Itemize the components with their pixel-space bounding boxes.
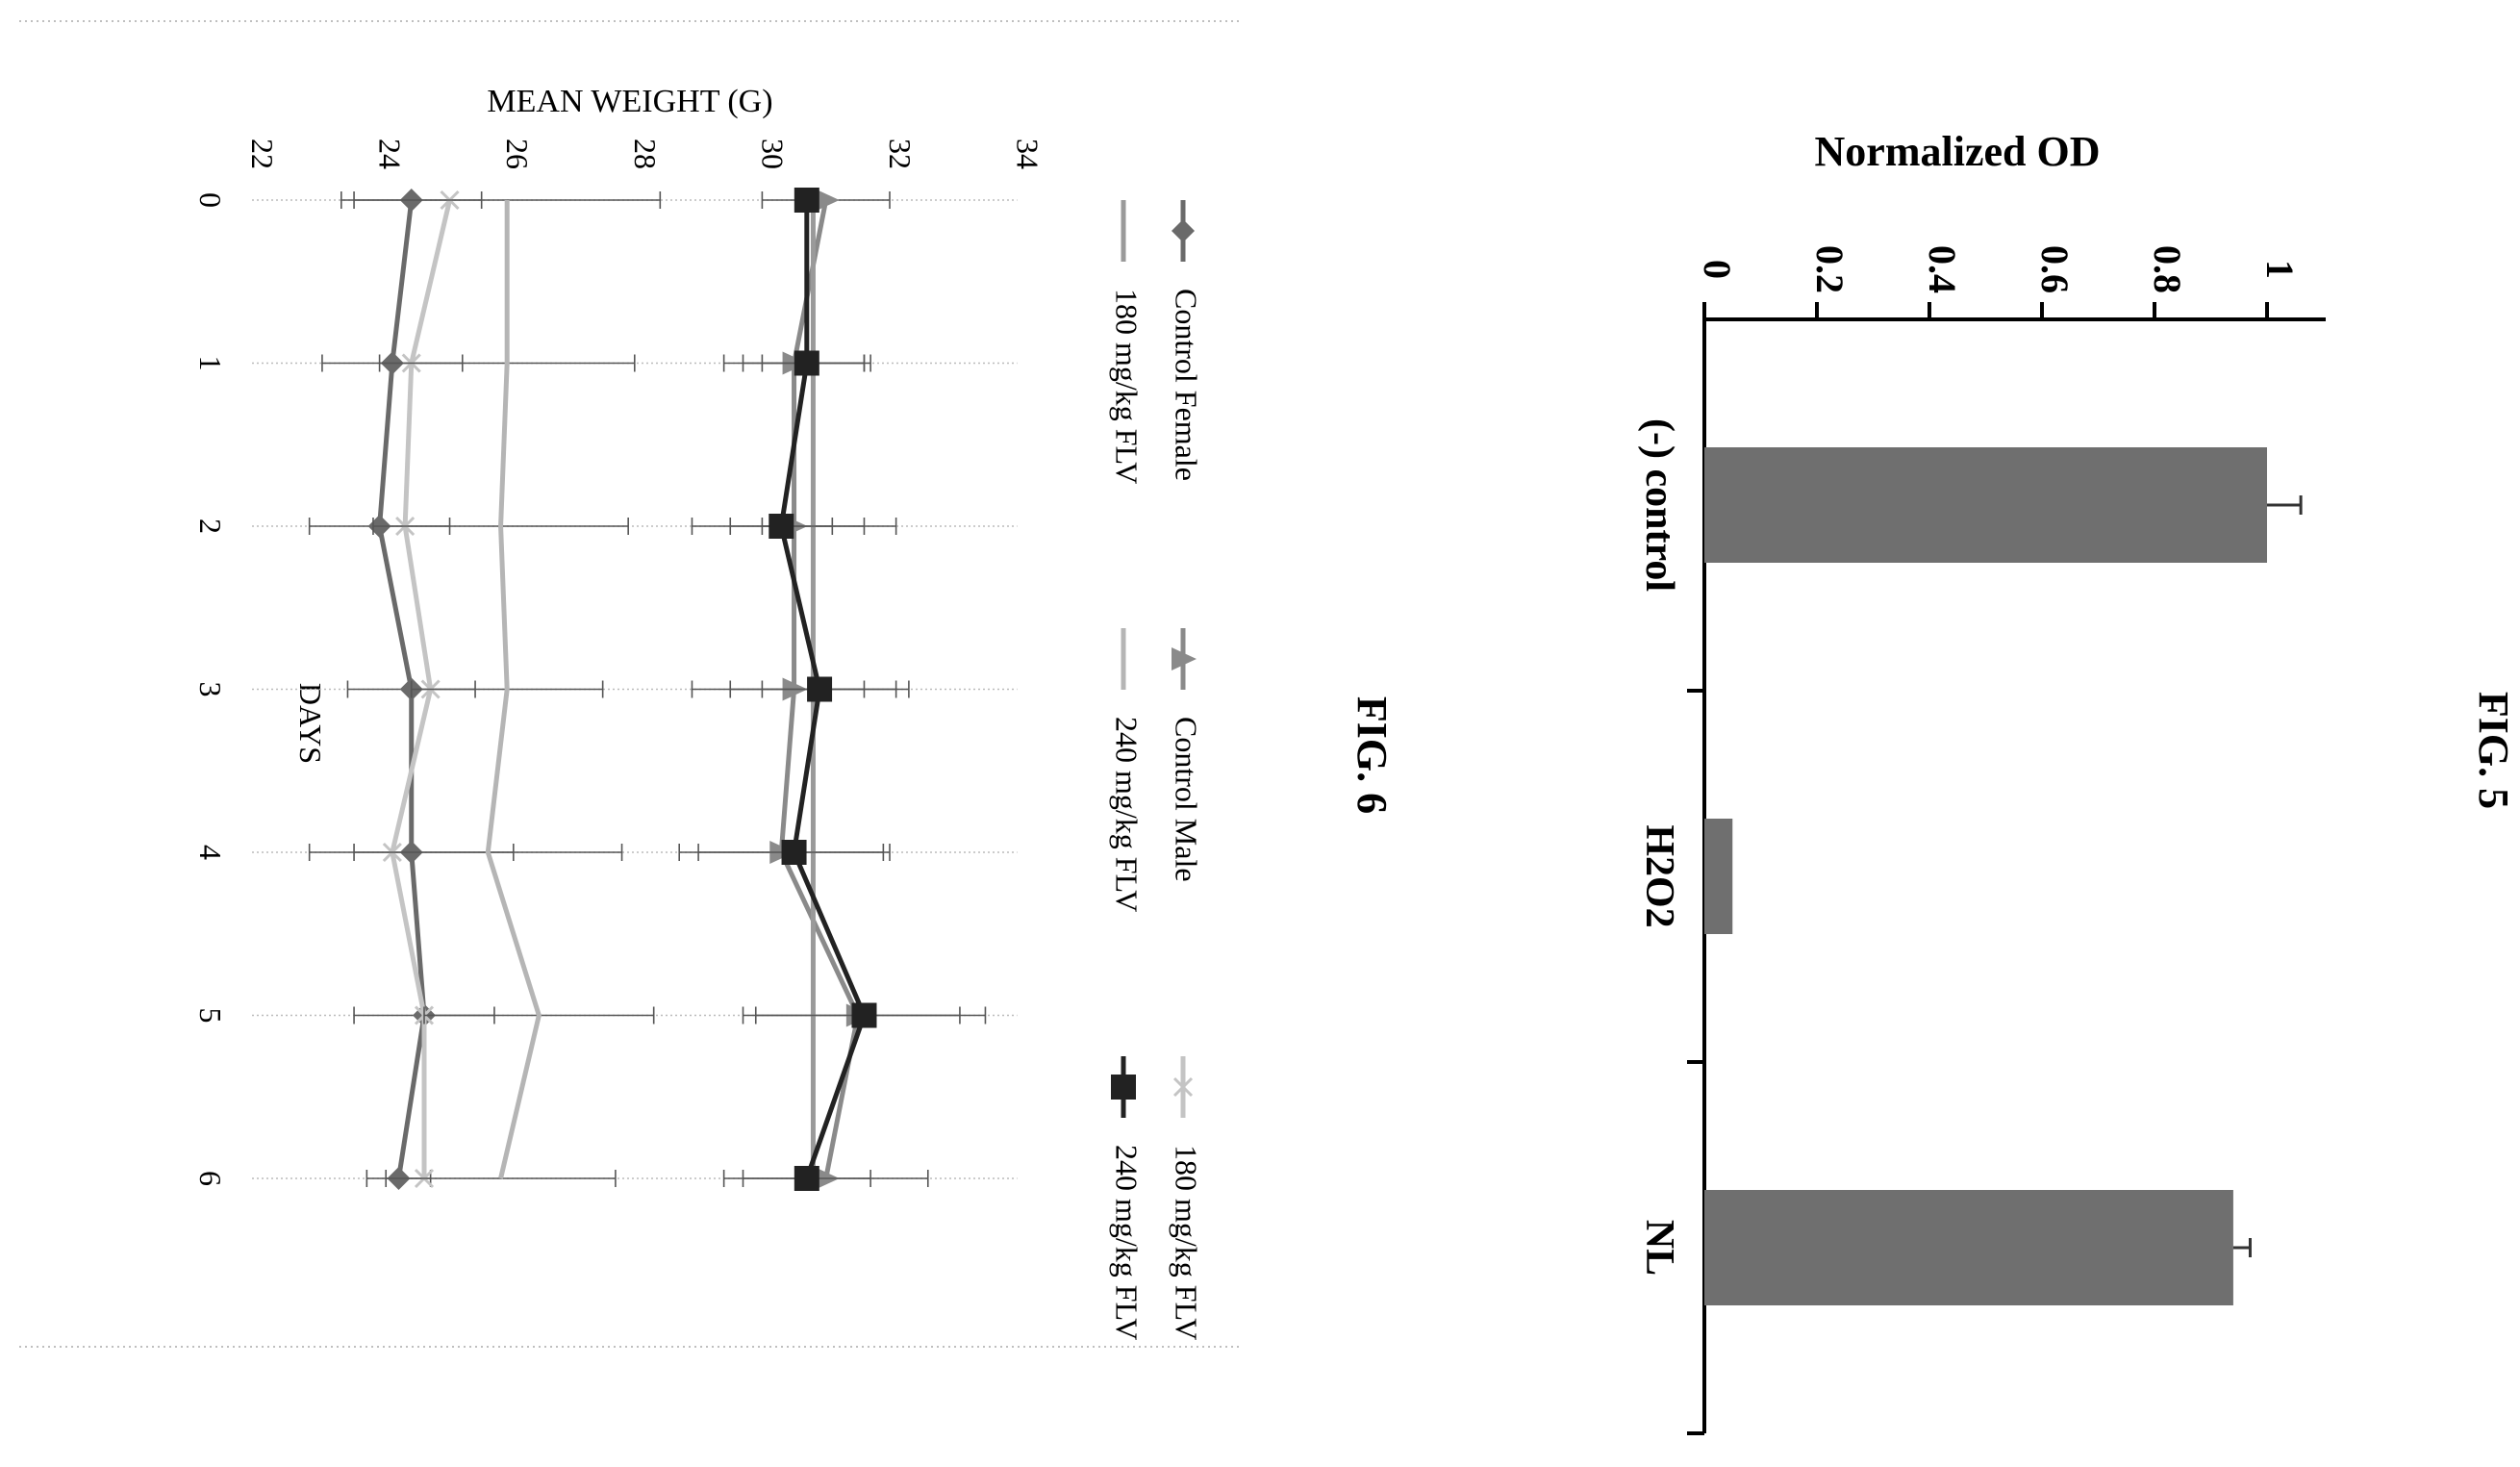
fig6-weight-tick-label: 32 <box>883 139 918 169</box>
fig6-x-axis-title: DAYS <box>293 683 328 764</box>
fig5-value-tick-label: 0.6 <box>2033 245 2077 293</box>
fig6-data-point <box>794 188 819 213</box>
fig6-day-tick-label: 1 <box>193 356 228 371</box>
fig6-weight-tick-label: 24 <box>373 139 408 169</box>
fig6-data-point <box>781 840 807 865</box>
fig5-y-axis-title: Normalized OD <box>1815 128 2101 175</box>
fig6-y-axis-title: MEAN WEIGHT (G) <box>487 84 772 119</box>
fig6-legend-label: 180 mg/kg FLV <box>1110 289 1145 484</box>
fig5-bar <box>1704 1190 2233 1305</box>
fig6-day-tick-label: 2 <box>193 519 228 534</box>
fig6-data-point <box>794 1166 819 1191</box>
fig6-weight-tick-label: 30 <box>755 139 790 169</box>
fig6-legend-label: Control Female <box>1170 289 1204 481</box>
fig6-data-point <box>769 514 794 539</box>
fig6-series-4 <box>353 191 662 1187</box>
fig5-bar-chart: FIG. 5 Normalized OD 0 0.2 0.4 0.6 0.8 1 (-) c… <box>1637 128 2517 1435</box>
fig6-legend-marker <box>1172 1076 1194 1098</box>
fig5-value-tick-label: 0.2 <box>1808 245 1852 293</box>
fig6-series-line <box>485 200 542 1179</box>
fig6-weight-tick-label: 26 <box>500 139 535 169</box>
fig5-category-label: H2O2 <box>1637 824 1681 927</box>
fig6-data-point <box>851 1002 877 1028</box>
fig5-value-tick-label: 1 <box>2258 260 2302 279</box>
fig6-data-point <box>814 189 840 212</box>
fig5-label: FIG. 5 <box>2470 692 2517 809</box>
fig5-plot-area: 0 0.2 0.4 0.6 0.8 1 (-) control H2O2 NL <box>1637 245 2326 1435</box>
fig6-label: FIG. 6 <box>1348 696 1396 814</box>
fig6-series-5 <box>697 188 987 1191</box>
fig6-legend-marker <box>1172 647 1197 670</box>
fig5-category-label: NL <box>1637 1220 1681 1276</box>
fig6-day-tick-label: 3 <box>193 682 228 697</box>
fig6-legend-label: 180 mg/kg FLV <box>1170 1145 1204 1340</box>
fig5-category-label: (-) control <box>1637 418 1681 592</box>
fig6-legend-label: 240 mg/kg FLV <box>1110 1145 1145 1340</box>
fig6-weight-tick-label: 34 <box>1011 139 1046 169</box>
fig6-legend-label: 240 mg/kg FLV <box>1110 717 1145 912</box>
fig6-line-chart: FIG. 6 MEAN WEIGHT (G) DAYS 22 24 26 28 30 32… <box>193 84 1396 1340</box>
fig6-legend-marker <box>1111 1075 1136 1100</box>
fig5-value-tick-label: 0 <box>1696 260 1739 279</box>
fig6-weight-tick-label: 28 <box>628 139 663 169</box>
fig6-weight-tick-label: 22 <box>245 139 280 169</box>
fig6-day-tick-label: 5 <box>193 1008 228 1024</box>
fig6-data-point <box>794 350 819 376</box>
fig6-data-point <box>807 676 833 702</box>
fig6-day-tick-label: 4 <box>193 845 228 860</box>
fig6-day-tick-label: 0 <box>193 192 228 208</box>
fig5-bar <box>1704 819 1733 934</box>
fig6-legend-label: Control Male <box>1170 717 1204 882</box>
fig6-legend-marker <box>1172 219 1195 242</box>
fig6-day-tick-label: 6 <box>193 1171 228 1186</box>
fig5-value-tick-label: 0.8 <box>2146 245 2189 293</box>
fig5-value-tick-label: 0.4 <box>1921 245 1964 293</box>
fig5-bar <box>1704 447 2267 563</box>
fig6-legend: Control Female Control Male 180 mg/kg FLV 1… <box>1110 200 1204 1340</box>
